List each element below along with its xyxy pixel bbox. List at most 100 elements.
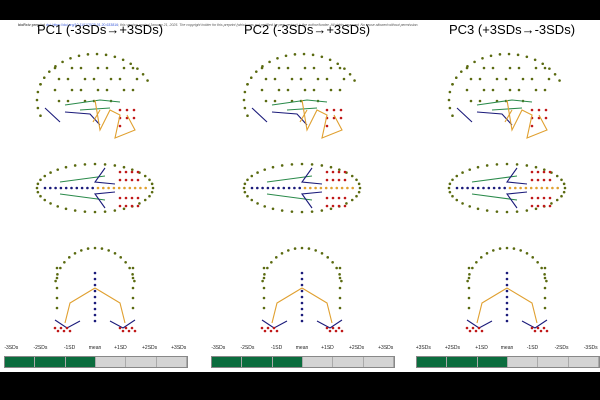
landmark-dot: [548, 67, 551, 70]
landmark-dot: [263, 329, 267, 333]
landmark-dot: [133, 186, 137, 190]
landmark-dot: [525, 55, 529, 59]
landmark-dot: [136, 170, 140, 174]
bar-segment: [5, 357, 36, 367]
landmark-dot: [533, 329, 537, 333]
landmark-dot: [325, 77, 329, 81]
scale-label: -2SDs: [554, 345, 569, 351]
landmark-dot: [358, 186, 362, 190]
landmark-dot: [118, 170, 122, 174]
landmark-dot: [263, 273, 266, 276]
landmark-dot: [300, 307, 304, 311]
scale-label: +3SDs: [378, 345, 394, 351]
landmark-line: [94, 287, 126, 324]
landmark-dot: [290, 77, 294, 81]
bar-segment: [242, 357, 273, 367]
landmark-dot: [286, 66, 290, 70]
bar-segment: [538, 357, 569, 367]
landmark-dot: [300, 210, 304, 214]
landmark-dot: [131, 306, 135, 310]
landmark-dot: [534, 207, 538, 211]
scale-label: -1SD: [63, 345, 76, 351]
landmark-dot: [465, 66, 469, 70]
landmark-dot: [124, 326, 128, 330]
landmark-dot: [550, 202, 553, 205]
scale-label: -3SDs: [211, 345, 226, 351]
landmark-dot: [143, 198, 147, 202]
landmark-dot: [328, 58, 332, 62]
landmark-dot: [128, 186, 132, 190]
bar-segment: [212, 357, 243, 367]
landmark-dot: [447, 186, 451, 190]
progress-bar: [211, 356, 395, 368]
landmark-dot: [473, 60, 476, 64]
progress-bar: [416, 356, 600, 368]
landmark-dot: [264, 77, 268, 81]
landmark-dot: [124, 196, 128, 200]
landmark-dot: [55, 266, 59, 270]
landmark-dot: [53, 326, 57, 330]
landmark-dot: [86, 53, 90, 56]
bar-segment: [477, 357, 508, 367]
bar-segment: [65, 357, 96, 367]
landmark-dot: [124, 178, 128, 182]
bar-segment: [272, 357, 303, 367]
landmark-dot: [340, 329, 344, 333]
landmark-dot: [277, 186, 280, 190]
landmark-dot: [73, 164, 77, 167]
panel-pc1: PC1 (-3SDs→+3SDs) -3SDs -2SDs -1SD mean …: [0, 20, 200, 372]
landmark-dot: [133, 279, 136, 283]
scale-labels: +3SDs +2SDs +1SD mean -1SD -2SDs -3SDs: [416, 345, 598, 353]
landmark-dot: [471, 266, 474, 270]
landmark-dot: [56, 329, 60, 333]
landmark-dot: [331, 260, 334, 264]
landmark-dot: [451, 178, 454, 182]
scale-label: +1SD: [475, 345, 488, 351]
landmark-dot: [43, 198, 47, 202]
landmark-dot: [562, 190, 566, 194]
landmark-dot: [272, 326, 276, 330]
landmark-dot: [303, 66, 307, 70]
landmark-dot: [242, 98, 246, 102]
landmark-dot: [311, 53, 315, 57]
landmark-dot: [54, 186, 57, 190]
landmark-dot: [530, 178, 534, 182]
landmark-dot: [332, 108, 336, 112]
scale-label: -1SD: [526, 345, 539, 351]
landmark-dot: [521, 77, 525, 81]
landmark-dot: [86, 247, 90, 250]
landmark-dot: [331, 204, 335, 208]
landmark-dot: [66, 99, 70, 103]
landmark-dot: [256, 171, 259, 174]
landmark-dot: [505, 162, 509, 166]
landmark-dot: [461, 171, 464, 174]
landmark-dot: [517, 66, 521, 70]
landmark-dot: [537, 108, 541, 112]
landmark-dot: [271, 165, 275, 169]
landmark-dot: [465, 326, 469, 330]
landmark-dot: [553, 72, 557, 76]
landmark-dot: [64, 207, 68, 211]
landmark-line: [266, 193, 313, 201]
landmark-dot: [69, 57, 72, 60]
landmark-dot: [495, 77, 499, 81]
landmark-dot: [282, 186, 286, 190]
landmark-dot: [545, 279, 548, 283]
landmark-line: [466, 319, 493, 329]
landmark-line: [316, 319, 343, 329]
landmark-dot: [129, 62, 133, 66]
landmark-dot: [246, 178, 249, 182]
landmark-dot: [505, 313, 509, 317]
landmark-dot: [73, 209, 77, 212]
landmark-dot: [130, 196, 134, 200]
landmark-dot: [260, 88, 264, 92]
landmark-dot: [250, 186, 254, 190]
doi-link[interactable]: doi: https://doi.org/10.1101/2025.01.20.…: [45, 23, 119, 27]
landmark-dot: [300, 246, 304, 250]
landmark-dot: [300, 162, 304, 166]
landmark-dot: [36, 182, 40, 186]
landmark-dot: [482, 186, 485, 190]
landmark-dot: [514, 186, 517, 190]
landmark-dot: [338, 273, 341, 276]
landmark-dot: [350, 174, 354, 178]
